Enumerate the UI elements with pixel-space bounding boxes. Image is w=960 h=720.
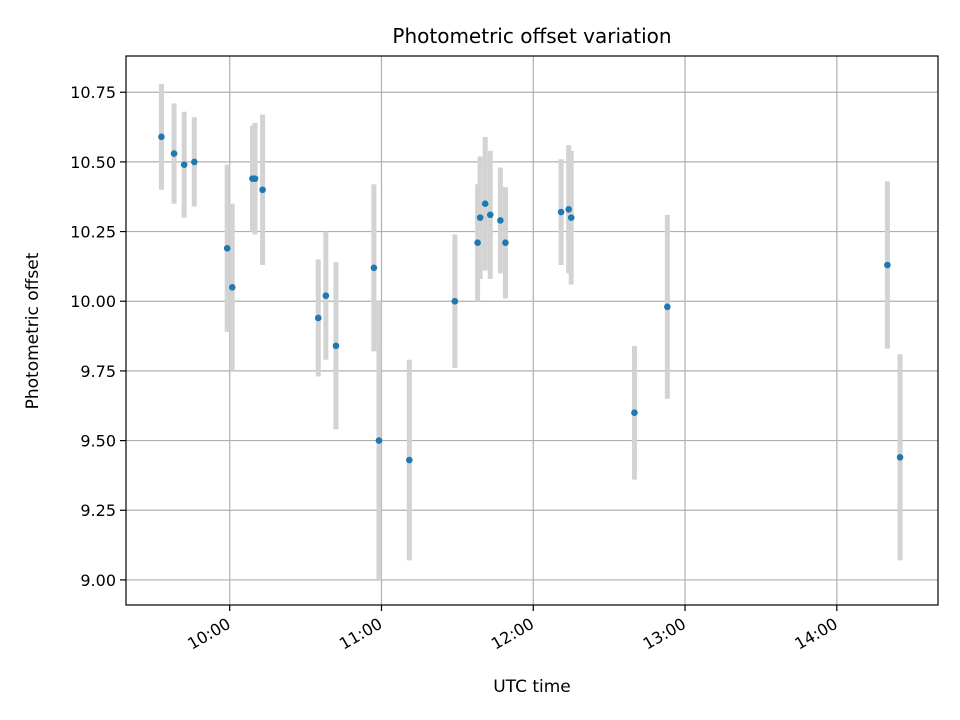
y-tick-label: 9.50 xyxy=(80,432,116,451)
data-point xyxy=(474,239,481,247)
data-point xyxy=(228,284,236,291)
data-point xyxy=(631,409,638,417)
data-point xyxy=(332,342,340,350)
y-axis-title: Photometric offset xyxy=(23,252,43,409)
data-point xyxy=(314,314,322,322)
plot-area-frame xyxy=(125,55,939,606)
data-point xyxy=(259,186,266,194)
data-point xyxy=(170,150,178,157)
data-point xyxy=(375,437,383,444)
data-point xyxy=(896,453,904,461)
data-point xyxy=(497,217,504,224)
y-tick-label: 10.75 xyxy=(70,83,116,102)
data-point xyxy=(557,208,565,216)
y-tick-label: 10.50 xyxy=(70,153,116,172)
data-point xyxy=(476,214,484,221)
data-point xyxy=(486,211,494,219)
y-axis: 9.00 9.25 9.50 9.75 10.00 10.25 10.50 10.75 xyxy=(70,83,126,590)
x-axis-title: UTC time xyxy=(493,677,571,697)
data-point xyxy=(451,297,459,305)
data-point xyxy=(502,239,509,247)
y-tick-label: 9.75 xyxy=(80,362,116,381)
data-point xyxy=(158,133,165,141)
y-tick-label: 10.00 xyxy=(70,292,116,311)
data-point xyxy=(223,244,231,252)
data-point xyxy=(190,158,198,166)
data-point xyxy=(884,261,891,269)
y-tick-label: 9.25 xyxy=(80,501,116,520)
data-point xyxy=(481,200,489,208)
data-point xyxy=(322,292,330,299)
y-tick-label: 10.25 xyxy=(70,223,116,242)
data-point xyxy=(565,205,572,213)
y-tick-label: 9.00 xyxy=(80,571,116,590)
data-point xyxy=(664,303,671,311)
chart-title: Photometric offset variation xyxy=(392,24,671,48)
data-point xyxy=(406,456,413,464)
data-points xyxy=(158,133,904,464)
data-point xyxy=(251,175,259,182)
data-point xyxy=(370,264,378,272)
data-point xyxy=(180,161,188,168)
data-point xyxy=(567,214,575,221)
